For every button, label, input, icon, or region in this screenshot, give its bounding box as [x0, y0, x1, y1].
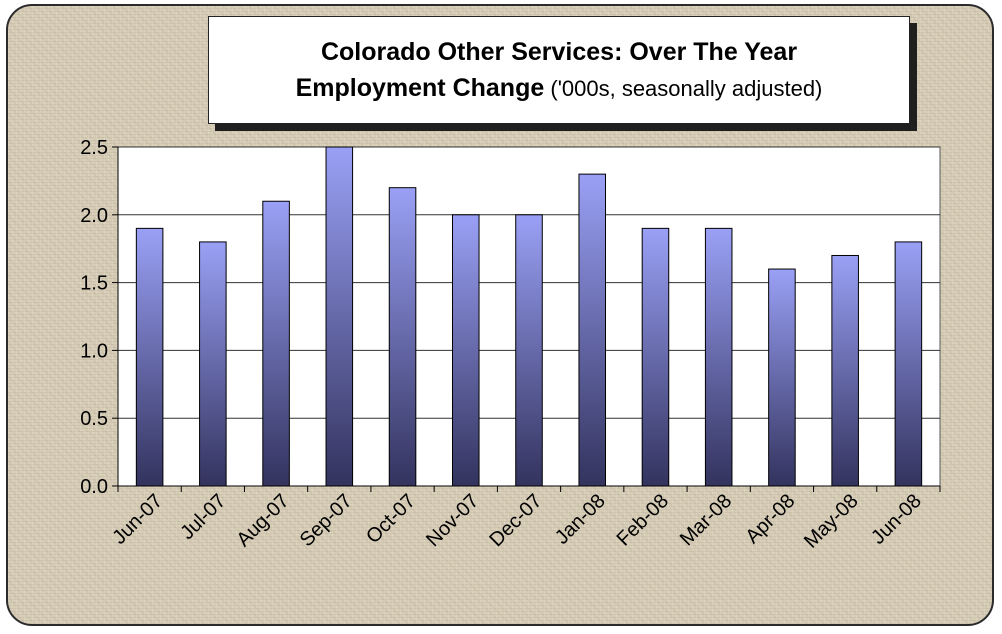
- bar-nov-07: [451, 214, 480, 487]
- chart-title-line2: Employment Change ('000s, seasonally adj…: [209, 70, 909, 107]
- y-tick-label: 2.0: [80, 205, 108, 227]
- bar-jun-08: [894, 241, 923, 487]
- bar-sep-07: [325, 146, 354, 487]
- bar-feb-08: [641, 227, 670, 487]
- bars: [135, 146, 923, 487]
- x-tick-label: Jun-07: [108, 490, 167, 549]
- y-tick-label: 1.5: [80, 273, 108, 295]
- bar-oct-07: [388, 187, 417, 487]
- x-tick-label: Aug-07: [232, 490, 293, 551]
- x-tick-label: Feb-08: [613, 490, 673, 550]
- x-tick-label: Sep-07: [296, 490, 357, 551]
- x-tick-label: Apr-08: [741, 490, 799, 548]
- bar-jun-07: [135, 227, 164, 487]
- x-tick-label: Nov-07: [422, 490, 483, 551]
- bar-jan-08: [578, 173, 607, 487]
- bar-jul-07: [199, 241, 227, 487]
- x-tick-label: Jan-08: [551, 490, 610, 549]
- x-tick-label: May-08: [800, 490, 863, 553]
- x-tick-label: Jun-08: [867, 490, 926, 549]
- bar-apr-08: [768, 268, 796, 487]
- x-tick-label: Jul-07: [176, 490, 230, 544]
- y-tick-label: 0.5: [80, 408, 108, 430]
- chart-title-emphasis: Employment Change: [295, 73, 545, 102]
- chart-title-line1: Colorado Other Services: Over The Year: [320, 37, 798, 66]
- bar-aug-07: [262, 200, 290, 487]
- y-axis: 0.0 0.5 1.0 1.5 2.0 2.5: [80, 137, 119, 498]
- chart-title-units: ('000s, seasonally adjusted): [544, 75, 823, 101]
- x-tick-label: Mar-08: [676, 490, 736, 550]
- y-tick-label: 0.0: [80, 476, 108, 498]
- x-tick-label: Oct-07: [362, 490, 420, 548]
- y-tick-label: 2.5: [80, 137, 108, 159]
- chart-title-box: Colorado Other Services: Over The Year E…: [208, 16, 910, 124]
- bar-dec-07: [515, 214, 543, 487]
- x-tick-label: Dec-07: [485, 490, 546, 551]
- bar-may-08: [831, 254, 859, 487]
- x-axis: Jun-07 Jul-07 Aug-07 Sep-07 Oct-07 Nov-07 Dec-…: [108, 485, 941, 553]
- bar-mar-08: [704, 227, 733, 487]
- y-tick-label: 1.0: [80, 340, 108, 362]
